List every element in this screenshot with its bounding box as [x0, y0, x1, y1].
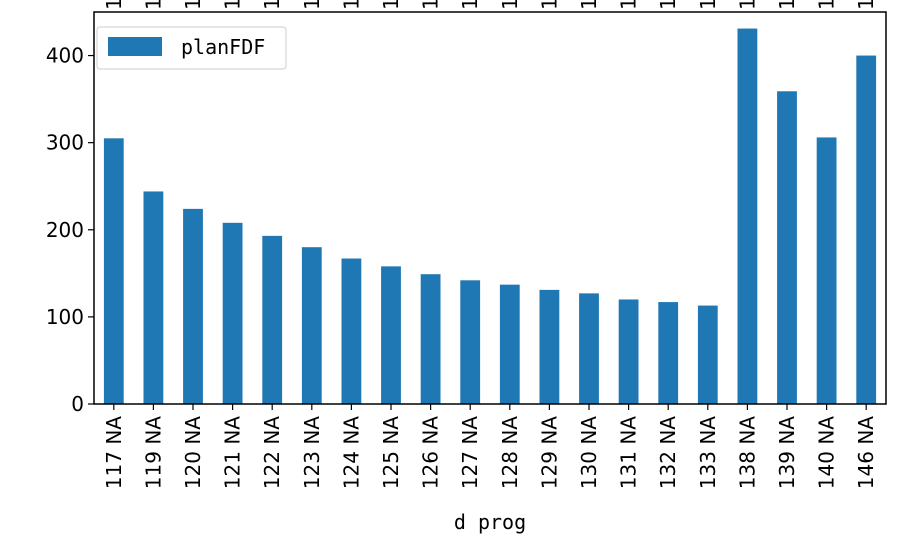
- legend-swatch: [108, 37, 162, 56]
- x-tick-label: 120 NA: [181, 416, 205, 489]
- x-tick-label: 140 NA: [815, 416, 839, 489]
- top-tick-labels: 117 119 120 121 122 123 124 125 126 127 128 129 130 1…: [102, 0, 878, 10]
- top-tick-label: 140: [815, 0, 839, 10]
- bar-117-na: [103, 138, 124, 405]
- top-tick-label: 122: [260, 0, 284, 10]
- top-tick-label: 120: [181, 0, 205, 10]
- bar-139-na: [777, 91, 797, 404]
- x-tick-label: 139 NA: [775, 416, 799, 489]
- x-tick-label: 131 NA: [617, 416, 641, 489]
- bar-119-na: [143, 191, 164, 404]
- top-tick-label: 131: [617, 0, 641, 10]
- y-tick-label: 100: [46, 305, 84, 329]
- y-tick-label: 400: [46, 44, 84, 68]
- bar-129-na: [539, 289, 560, 404]
- x-tick-label: 133 NA: [696, 416, 720, 489]
- y-axis-ticks: 0 100 200 300 400: [46, 44, 94, 416]
- bar-123-na: [301, 247, 322, 404]
- x-axis-title: d prog: [454, 510, 526, 534]
- bar-124-na: [341, 258, 362, 404]
- bar-133-na: [697, 305, 718, 404]
- x-tick-label: 121 NA: [221, 416, 245, 489]
- top-tick-label: 127: [458, 0, 482, 10]
- top-tick-label: 139: [775, 0, 799, 10]
- y-tick-label: 200: [46, 218, 84, 242]
- bar-121-na: [222, 222, 243, 404]
- y-tick-label: 0: [71, 392, 84, 416]
- x-tick-label: 138 NA: [735, 416, 759, 489]
- y-tick-label: 300: [46, 131, 84, 155]
- x-tick-label: 130 NA: [577, 416, 601, 489]
- bar-127-na: [460, 280, 481, 404]
- bar-146-na: [856, 55, 877, 405]
- bar-120-na: [183, 208, 203, 404]
- top-tick-label: 123: [300, 0, 324, 10]
- top-tick-label: 124: [339, 0, 363, 10]
- x-axis-ticks: 117 NA 119 NA 120 NA 121 NA 122 NA 123 NA 124 …: [102, 404, 878, 489]
- bar-130-na: [579, 293, 599, 404]
- x-tick-label: 146 NA: [854, 416, 878, 489]
- x-tick-label: 119 NA: [141, 416, 165, 489]
- bar-138-na: [737, 28, 758, 404]
- top-tick-label: 133: [696, 0, 720, 10]
- x-tick-label: 117 NA: [102, 416, 126, 489]
- top-tick-label: 119: [141, 0, 165, 10]
- bar-126-na: [420, 274, 441, 404]
- bar-140-na: [816, 137, 837, 404]
- top-tick-label: 130: [577, 0, 601, 10]
- plot-frame: [93, 11, 887, 405]
- x-tick-label: 123 NA: [300, 416, 324, 489]
- bar-122-na: [262, 235, 283, 404]
- top-tick-label: 128: [498, 0, 522, 10]
- bar-131-na: [618, 299, 639, 404]
- top-tick-label: 132: [656, 0, 680, 10]
- x-tick-label: 132 NA: [656, 416, 680, 489]
- x-tick-label: 124 NA: [339, 416, 363, 489]
- x-tick-label: 125 NA: [379, 416, 403, 489]
- top-tick-label: 121: [221, 0, 245, 10]
- x-tick-label: 122 NA: [260, 416, 284, 489]
- bar-132-na: [658, 302, 679, 404]
- legend: planFDF: [96, 26, 287, 70]
- top-tick-label: 125: [379, 0, 403, 10]
- bar-125-na: [381, 266, 401, 404]
- x-tick-label: 126 NA: [419, 416, 443, 489]
- top-tick-label: 126: [419, 0, 443, 10]
- bar-128-na: [499, 284, 520, 404]
- x-tick-label: 127 NA: [458, 416, 482, 489]
- x-tick-label: 129 NA: [537, 416, 561, 489]
- top-tick-label: 117: [102, 0, 126, 10]
- bars-group: [103, 28, 877, 405]
- top-tick-label: 138: [735, 0, 759, 10]
- top-tick-label: 146: [854, 0, 878, 10]
- legend-label: planFDF: [181, 35, 265, 59]
- x-tick-label: 128 NA: [498, 416, 522, 489]
- top-tick-label: 129: [537, 0, 561, 10]
